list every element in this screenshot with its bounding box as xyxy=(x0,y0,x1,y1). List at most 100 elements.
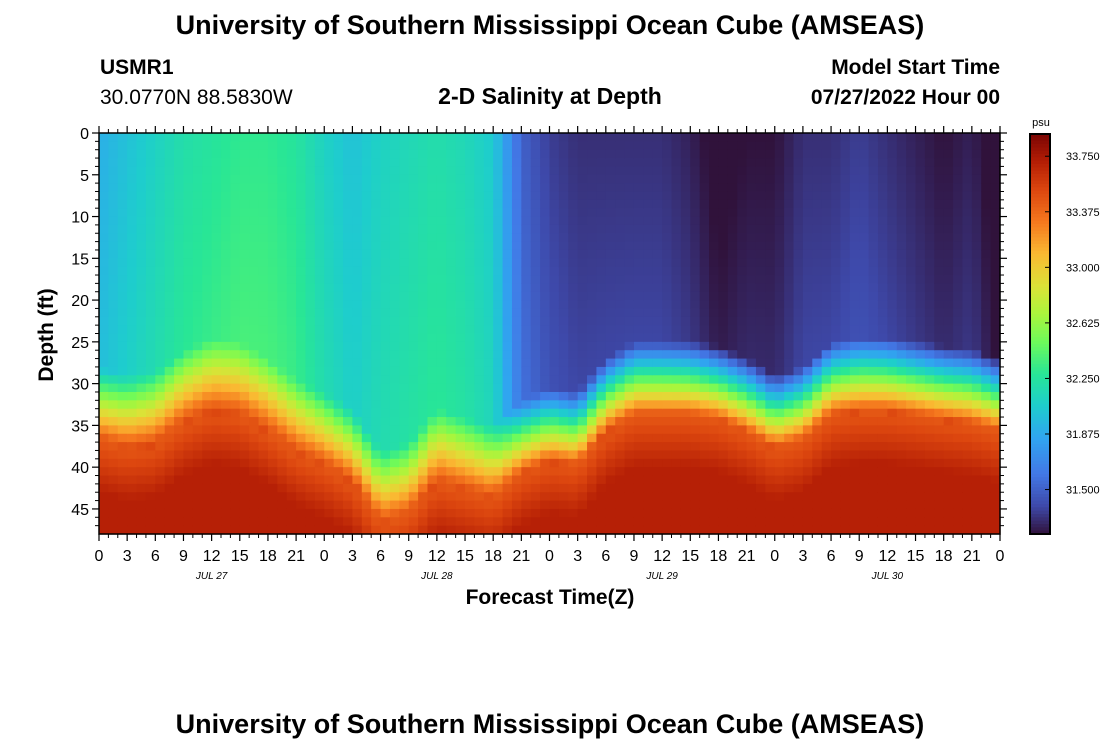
heatmap-cell xyxy=(493,191,504,201)
heatmap-cell xyxy=(896,517,907,527)
heatmap-cell xyxy=(849,208,860,218)
heatmap-cell xyxy=(465,358,476,368)
heatmap-cell xyxy=(155,408,166,418)
heatmap-cell xyxy=(981,258,992,268)
heatmap-cell xyxy=(859,425,870,435)
heatmap-cell xyxy=(821,425,832,435)
heatmap-cell xyxy=(436,458,447,468)
heatmap-cell xyxy=(455,233,466,243)
heatmap-cell xyxy=(343,391,354,401)
heatmap-cell xyxy=(652,417,663,426)
heatmap-cell xyxy=(887,183,898,193)
heatmap-cell xyxy=(802,408,813,418)
heatmap-cell xyxy=(962,174,973,184)
heatmap-cell xyxy=(840,216,851,226)
colorbar: 33.75033.37533.00032.62532.25031.87531.5… xyxy=(1029,133,1100,535)
heatmap-cell xyxy=(765,316,776,326)
heatmap-cell xyxy=(230,400,241,410)
heatmap-cell xyxy=(633,258,644,268)
heatmap-cell xyxy=(399,258,410,268)
colorbar-segment xyxy=(1030,240,1050,245)
heatmap-cell xyxy=(934,433,945,443)
heatmap-cell xyxy=(277,224,288,234)
heatmap-cell xyxy=(99,483,109,493)
heatmap-cell xyxy=(99,191,109,201)
heatmap-cell xyxy=(127,517,138,527)
heatmap-cell xyxy=(802,199,813,209)
heatmap-cell xyxy=(418,417,429,426)
heatmap-cell xyxy=(117,283,128,293)
heatmap-cell xyxy=(784,525,795,535)
heatmap-cell xyxy=(296,275,307,284)
heatmap-cell xyxy=(408,325,419,335)
heatmap-cell xyxy=(511,508,522,518)
heatmap-cell xyxy=(127,417,138,426)
heatmap-cell xyxy=(765,483,776,493)
heatmap-cell xyxy=(249,308,260,318)
heatmap-cell xyxy=(971,492,982,502)
heatmap-cell xyxy=(802,375,813,385)
heatmap-cell xyxy=(587,266,598,276)
heatmap-cell xyxy=(896,241,907,251)
heatmap-cell xyxy=(755,350,766,360)
heatmap-cell xyxy=(305,508,316,518)
heatmap-cell xyxy=(877,266,888,276)
x-tick-label: 3 xyxy=(573,548,582,565)
heatmap-cell xyxy=(709,450,720,460)
heatmap-cell xyxy=(699,291,710,301)
heatmap-cell xyxy=(286,308,297,318)
heatmap-cell xyxy=(605,224,616,234)
heatmap-cell xyxy=(521,458,532,468)
heatmap-cell xyxy=(793,174,804,184)
heatmap-cell xyxy=(361,141,372,151)
heatmap-cell xyxy=(868,483,879,493)
heatmap-cell xyxy=(371,325,382,335)
heatmap-cell xyxy=(643,425,654,435)
heatmap-cell xyxy=(727,275,738,284)
heatmap-cell xyxy=(145,475,156,485)
heatmap-cell xyxy=(183,208,194,218)
heatmap-cell xyxy=(774,442,785,452)
heatmap-cell xyxy=(399,467,410,477)
heatmap-cell xyxy=(474,149,485,159)
heatmap-cell xyxy=(840,133,851,142)
heatmap-cell xyxy=(981,275,992,284)
heatmap-cell xyxy=(887,133,898,142)
heatmap-cell xyxy=(953,475,964,485)
colorbar-segment xyxy=(1030,177,1050,182)
heatmap-cell xyxy=(615,358,626,368)
heatmap-cell xyxy=(511,458,522,468)
heatmap-cell xyxy=(352,166,363,176)
heatmap-cell xyxy=(633,467,644,477)
heatmap-cell xyxy=(624,433,635,443)
heatmap-cell xyxy=(352,208,363,218)
heatmap-cell xyxy=(521,383,532,393)
heatmap-cell xyxy=(924,174,935,184)
heatmap-cell xyxy=(249,500,260,510)
heatmap-cell xyxy=(202,158,213,168)
heatmap-cell xyxy=(737,475,748,485)
heatmap-cell xyxy=(587,500,598,510)
heatmap-cell xyxy=(774,158,785,168)
heatmap-cell xyxy=(877,149,888,159)
heatmap-cell xyxy=(924,266,935,276)
heatmap-cell xyxy=(755,149,766,159)
heatmap-cell xyxy=(718,450,729,460)
heatmap-cell xyxy=(868,350,879,360)
heatmap-cell xyxy=(671,375,682,385)
heatmap-cell xyxy=(680,391,691,401)
heatmap-cell xyxy=(258,208,269,218)
heatmap-cell xyxy=(784,350,795,360)
heatmap-cell xyxy=(962,517,973,527)
heatmap-cell xyxy=(821,508,832,518)
heatmap-cell xyxy=(774,149,785,159)
heatmap-cell xyxy=(530,316,541,326)
heatmap-cell xyxy=(849,408,860,418)
heatmap-cell xyxy=(221,366,231,376)
heatmap-cell xyxy=(633,483,644,493)
heatmap-cell xyxy=(399,483,410,493)
heatmap-cell xyxy=(737,283,748,293)
heatmap-cell xyxy=(859,366,870,376)
heatmap-cell xyxy=(314,400,325,410)
heatmap-cell xyxy=(155,483,166,493)
